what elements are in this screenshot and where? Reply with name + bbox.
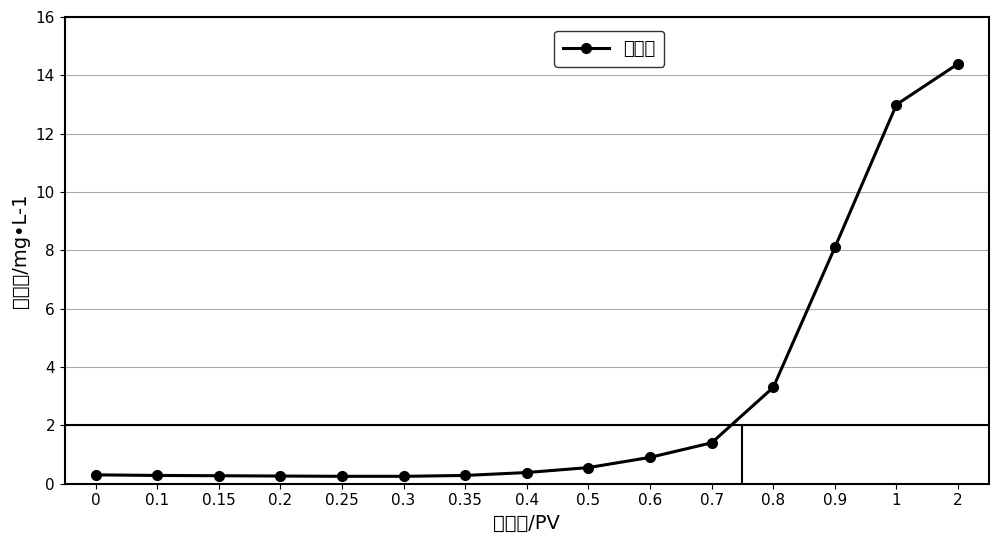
出沙量: [90, 472, 102, 478]
出沙量: [582, 465, 594, 471]
出沙量: [829, 244, 841, 251]
出沙量: [336, 473, 348, 480]
Legend: 出沙量: 出沙量: [554, 31, 664, 67]
出沙量: [459, 472, 471, 479]
出沙量: [952, 60, 964, 67]
出沙量: [890, 101, 902, 108]
出沙量: [398, 473, 410, 480]
出沙量: [274, 473, 286, 479]
出沙量: [644, 454, 656, 461]
X-axis label: 注入量/PV: 注入量/PV: [493, 514, 560, 533]
出沙量: [521, 469, 533, 476]
出沙量: [706, 440, 718, 446]
Y-axis label: 出沙量/mg•L-1: 出沙量/mg•L-1: [11, 193, 30, 307]
出沙量: [151, 472, 163, 479]
Line: 出沙量: 出沙量: [91, 59, 963, 481]
出沙量: [767, 384, 779, 391]
出沙量: [213, 473, 225, 479]
